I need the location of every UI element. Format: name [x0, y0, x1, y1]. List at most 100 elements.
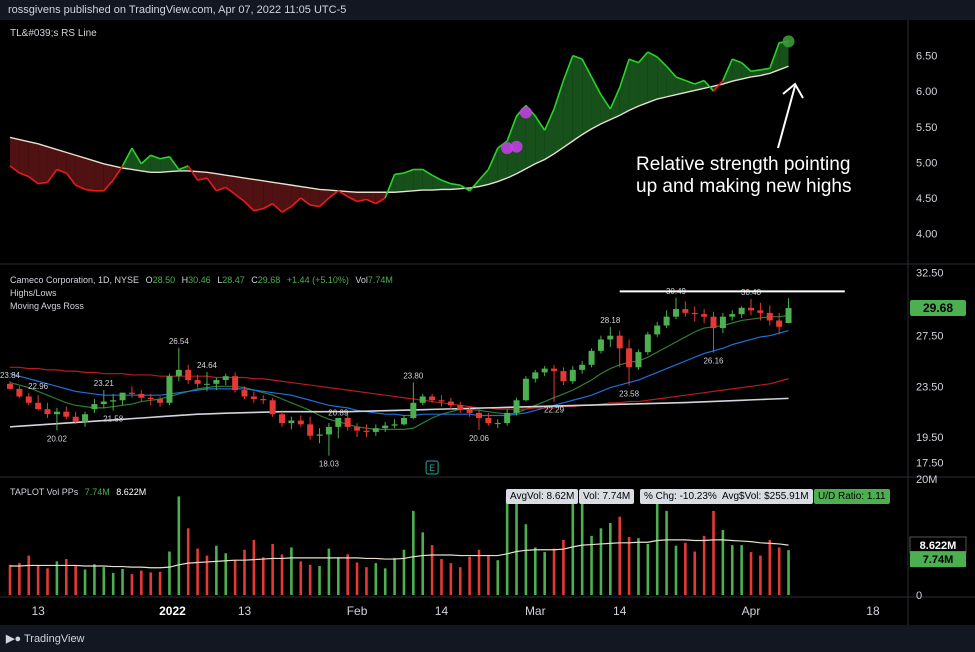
high-label: H [181, 275, 189, 285]
candle-body [400, 418, 407, 425]
candle-body [466, 409, 473, 413]
candle-body [203, 383, 210, 385]
rs-line-segment [431, 174, 442, 181]
x-axis-label: Apr [742, 604, 761, 618]
candle-body [644, 334, 651, 353]
candle-body [363, 430, 370, 432]
volume-bar [27, 555, 31, 595]
volume-average-line [10, 539, 789, 569]
rs-fill-segment [413, 169, 423, 191]
rs-line-segment [694, 79, 705, 85]
candle-body [119, 392, 126, 401]
rs-fill-segment [94, 160, 104, 191]
volume-bar [777, 547, 781, 595]
rs-fill-segment [582, 59, 592, 135]
volume-bar [346, 554, 349, 595]
rs-axis-tick: 4.50 [916, 193, 937, 205]
candle-body [241, 390, 248, 397]
volume-bar [64, 559, 68, 595]
candle-body [597, 339, 604, 351]
candle-body [382, 425, 389, 429]
volume-avg-value: 8.622M [920, 540, 957, 552]
open-value: 28.50 [152, 275, 176, 285]
rs-line-segment [225, 186, 236, 196]
rs-fill-segment [47, 146, 57, 183]
candle-body [719, 316, 726, 329]
moving-average-line [9, 314, 789, 430]
price-label: 21.58 [103, 415, 124, 424]
volume-bar [168, 551, 171, 595]
candle-body [63, 411, 70, 417]
stat-pct-chg: % Chg: -10.23% [640, 489, 721, 504]
volume-bar [749, 552, 753, 595]
rs-line-segment [403, 168, 414, 174]
candle-body [776, 320, 783, 327]
rs-line-segment [56, 168, 67, 174]
candle-body [691, 312, 698, 315]
rs-fill-segment [488, 148, 498, 185]
volume-bar [337, 557, 340, 595]
rs-line-segment [647, 51, 658, 58]
rs-fill-segment [291, 185, 301, 207]
candle-body [166, 376, 173, 403]
x-axis-label: Feb [347, 604, 368, 618]
rs-fill-segment [141, 155, 151, 173]
rs-line-segment [422, 168, 433, 176]
candle-body [588, 350, 595, 365]
x-axis-label: 18 [866, 604, 880, 618]
rs-line-segment [760, 67, 770, 71]
earnings-marker: E [429, 463, 435, 473]
rs-fill-segment [263, 180, 273, 209]
rs-fill-segment [366, 192, 376, 204]
candle-body [53, 411, 60, 415]
candle-body [682, 309, 689, 313]
volume-bar [768, 539, 772, 595]
rs-fill-segment [75, 155, 86, 190]
candle-body [748, 307, 755, 311]
tradingview-logo[interactable]: ▶● TradingView [6, 633, 85, 645]
rs-line-segment [628, 58, 639, 64]
candle-body [325, 426, 332, 435]
volume-bar [562, 539, 565, 595]
volume-legend-vol: 7.74M [84, 487, 110, 497]
candle-body [307, 424, 314, 436]
rs-line-segment [712, 79, 724, 92]
rs-line-segment [375, 197, 386, 205]
rs-moving-average [9, 65, 789, 193]
indicator-moving-avgs: Moving Avgs Ross [10, 301, 84, 311]
vol-value: 7.74M [367, 275, 393, 285]
rs-line-segment [65, 172, 77, 186]
volume-bar [421, 532, 425, 595]
volume-bar [609, 523, 612, 595]
candle-body [157, 399, 164, 403]
rs-line-segment [337, 190, 349, 198]
volume-bar [149, 572, 152, 595]
volume-bar [121, 568, 124, 595]
rs-line-segment [19, 172, 30, 178]
moving-average-line [9, 397, 789, 428]
price-label: 22.29 [544, 406, 565, 415]
candle-body [25, 396, 32, 403]
rs-fill-segment [38, 143, 48, 184]
volume-bar [496, 560, 500, 595]
rs-fill-segment [103, 163, 114, 191]
volume-bar [374, 563, 378, 595]
x-axis-label: 13 [31, 604, 45, 618]
rs-fill-segment [657, 57, 667, 100]
candle-body [147, 397, 154, 399]
candle-body [616, 335, 623, 349]
rs-line-segment [356, 198, 367, 203]
volume-bar [599, 528, 603, 595]
rs-fill-segment [694, 80, 705, 91]
stat-avg-dollar-vol: Avg$Vol: $255.91M [718, 489, 813, 504]
rs-fill-segment [572, 55, 583, 141]
volume-bar [571, 493, 575, 595]
volume-bar [215, 545, 218, 595]
vol-label: Vol [355, 275, 368, 285]
rs-line-segment [262, 202, 274, 210]
candle-body [82, 414, 89, 422]
price-label: 26.54 [169, 337, 190, 346]
volume-bar [759, 555, 762, 595]
volume-bar [140, 570, 143, 595]
